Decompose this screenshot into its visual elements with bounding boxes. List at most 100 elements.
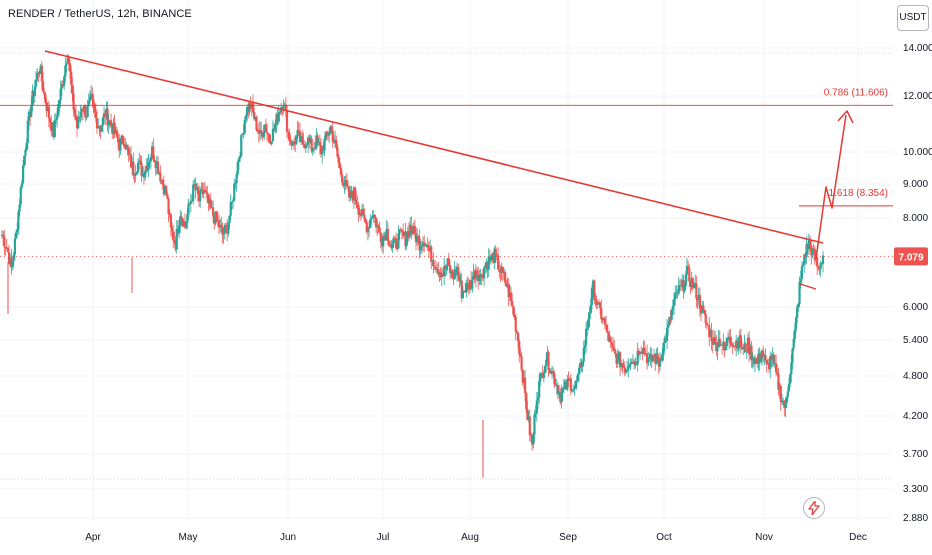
candle-body xyxy=(621,363,624,366)
candle-body xyxy=(402,231,405,236)
candle-body xyxy=(474,270,477,279)
candle-body xyxy=(153,159,156,163)
candle-body xyxy=(735,340,738,347)
candle-body xyxy=(511,300,514,306)
candle-body xyxy=(655,353,658,364)
candle-body xyxy=(561,388,564,393)
candle-body xyxy=(73,109,76,115)
candle-body xyxy=(708,325,711,338)
candle-body xyxy=(94,112,97,119)
candle-body xyxy=(377,225,380,228)
candle-body xyxy=(256,130,259,132)
candle-body xyxy=(65,63,68,66)
candle-body xyxy=(819,262,822,270)
candle-body xyxy=(63,76,66,86)
candle-body xyxy=(750,345,753,361)
candle-body xyxy=(820,262,823,264)
candle-body xyxy=(338,162,341,169)
candle-body xyxy=(406,230,409,239)
candle-body xyxy=(324,131,327,139)
candle-body xyxy=(468,280,472,290)
time-axis-label: Sep xyxy=(559,532,577,543)
candle-body xyxy=(242,133,245,135)
candle-body xyxy=(418,237,421,251)
candle-body xyxy=(154,162,157,168)
candle-body xyxy=(88,96,92,102)
candle-body xyxy=(488,256,492,261)
time-axis-label: Apr xyxy=(85,532,101,543)
candle-body xyxy=(75,120,79,129)
candle-body xyxy=(541,372,544,379)
candle-body xyxy=(482,267,486,279)
lightning-bolt-icon[interactable] xyxy=(803,497,825,519)
candle-body xyxy=(32,90,35,97)
candle-body xyxy=(233,183,236,201)
candle-body xyxy=(514,316,517,332)
candle-body xyxy=(317,141,320,143)
candle-body xyxy=(696,298,699,301)
candle-body xyxy=(398,229,401,234)
candle-body xyxy=(577,368,581,375)
candle-body xyxy=(24,149,27,156)
candle-body xyxy=(107,121,110,126)
candle-body xyxy=(752,357,755,365)
candle-body xyxy=(365,222,368,232)
candle-body xyxy=(505,282,508,287)
candle-body xyxy=(309,138,312,142)
candle-body xyxy=(64,65,67,77)
candle-body xyxy=(181,218,184,227)
candle-body xyxy=(471,279,474,289)
price-axis-label: 2.880 xyxy=(903,513,928,524)
price-axis-label: 10.000 xyxy=(903,147,932,158)
candle-body xyxy=(91,93,94,100)
candle-body xyxy=(333,139,337,143)
candle-body xyxy=(556,385,560,395)
currency-unit-button[interactable]: USDT xyxy=(897,5,929,31)
candle-body xyxy=(387,240,391,246)
candle-body xyxy=(59,88,62,101)
candle-body xyxy=(641,351,644,355)
candle-body xyxy=(368,227,371,229)
candle-body xyxy=(738,335,741,344)
candle-body xyxy=(119,138,122,151)
candle-body xyxy=(231,200,235,202)
candle-body xyxy=(479,274,482,277)
candle-body xyxy=(580,362,583,367)
candle-body xyxy=(149,157,153,162)
candle-body xyxy=(466,283,469,285)
candle-body xyxy=(122,143,126,147)
candle-body xyxy=(701,305,704,313)
candle-body xyxy=(726,338,730,341)
candle-body xyxy=(797,303,800,307)
candle-body xyxy=(549,373,552,375)
candle-body xyxy=(512,305,515,315)
candle-body xyxy=(84,105,87,118)
candle-body xyxy=(478,276,481,281)
candle-body xyxy=(189,200,192,204)
candle-body xyxy=(627,366,630,370)
candle-body xyxy=(765,360,768,365)
candle-body xyxy=(323,138,326,151)
candle-body xyxy=(77,116,80,129)
candle-body xyxy=(463,290,466,292)
candle-body xyxy=(566,379,569,390)
candle-body xyxy=(733,346,737,348)
time-axis-label: Aug xyxy=(461,532,479,543)
candle-body xyxy=(542,373,545,379)
candle-body xyxy=(509,292,513,301)
candle-body xyxy=(679,285,683,287)
candle-body xyxy=(230,201,233,203)
candle-body xyxy=(345,180,348,187)
candle-body xyxy=(548,370,551,374)
candle-body xyxy=(780,400,784,403)
candle-body xyxy=(447,258,450,265)
candle-body xyxy=(18,204,21,212)
candle-body xyxy=(19,187,22,205)
candle-body xyxy=(745,351,748,353)
candle-body xyxy=(50,122,53,131)
candle-body xyxy=(344,180,347,185)
candle-body xyxy=(691,278,694,289)
candle-body xyxy=(790,362,793,375)
